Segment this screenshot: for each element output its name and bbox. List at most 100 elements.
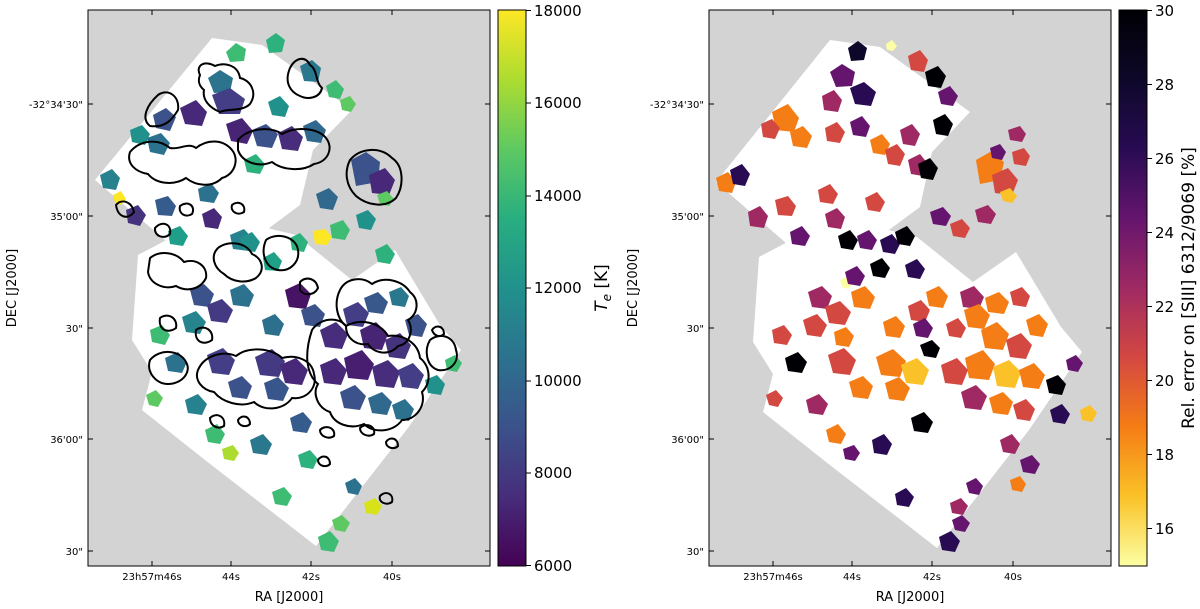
right-bin xyxy=(1013,399,1035,421)
right-bin xyxy=(993,360,1021,388)
right-bin xyxy=(920,340,940,358)
right-axes-frame xyxy=(708,9,1112,567)
right-bin xyxy=(803,314,827,337)
right-x-axis-label: RA [J2000] xyxy=(876,590,945,605)
right-bin xyxy=(716,172,736,193)
cbar-tick-label: 30 xyxy=(1155,2,1174,20)
cbar-tick-label: 26 xyxy=(1155,150,1174,168)
right-bin xyxy=(886,40,897,51)
contour-line xyxy=(208,414,226,429)
left-bin xyxy=(340,385,366,410)
x-tick-label: 40s xyxy=(1004,572,1022,583)
left-bin xyxy=(180,100,207,126)
right-bin xyxy=(938,86,958,106)
right-bin xyxy=(950,498,968,515)
right-bin xyxy=(826,424,846,444)
right-bin xyxy=(1008,126,1026,142)
left-bin xyxy=(255,349,285,377)
left-bin xyxy=(155,196,176,216)
y-tick-label: 30" xyxy=(687,324,704,335)
right-bin xyxy=(918,158,938,180)
left-x-ticks xyxy=(151,10,393,566)
right-bin xyxy=(850,82,876,106)
left-bin xyxy=(146,390,163,407)
left-bin xyxy=(316,188,338,210)
left-bin xyxy=(372,360,400,388)
right-bin xyxy=(946,318,966,338)
left-bin xyxy=(226,118,253,144)
left-colorbar: 18000 16000 14000 12000 10000 8000 6000 … xyxy=(497,2,614,575)
contour-line xyxy=(335,278,418,354)
right-bin xyxy=(913,318,933,338)
right-y-tick-labels: -32°34'30" 35'00" 30" 36'00" 30" xyxy=(650,100,704,558)
right-bin xyxy=(990,144,1006,160)
right-bin xyxy=(985,292,1009,314)
cbar-tick-label: 24 xyxy=(1155,224,1174,242)
right-bin xyxy=(848,41,867,61)
contour-line xyxy=(425,334,458,372)
left-bin xyxy=(343,302,369,327)
right-bin xyxy=(908,300,930,322)
left-bin xyxy=(264,377,289,401)
left-bin xyxy=(228,376,252,399)
left-map xyxy=(95,33,462,552)
left-colorbar-gradient xyxy=(497,9,527,567)
contour-line xyxy=(378,492,394,505)
right-bin xyxy=(876,349,906,377)
left-bin xyxy=(262,314,284,336)
left-bin xyxy=(330,220,350,240)
right-bin xyxy=(808,286,832,309)
left-panel: 23h57m46s 44s 42s 40s -32°34'30" 35'00" … xyxy=(5,2,614,605)
contour-line xyxy=(316,455,332,468)
right-bin xyxy=(834,327,854,347)
right-bin xyxy=(992,168,1018,195)
left-bin xyxy=(344,350,374,380)
right-bin xyxy=(900,124,920,146)
left-bin xyxy=(263,252,282,271)
left-bin xyxy=(202,208,222,229)
right-map xyxy=(716,40,1097,552)
right-bin xyxy=(849,376,873,399)
left-bin xyxy=(230,284,254,307)
right-bin xyxy=(1026,314,1048,337)
right-bin xyxy=(857,230,877,250)
cbar-tick-label: 22 xyxy=(1155,298,1174,316)
right-bin xyxy=(830,64,855,87)
cbar-tick-label: 18 xyxy=(1155,446,1174,464)
left-bin xyxy=(126,205,146,226)
contour-line xyxy=(128,140,237,186)
right-bin xyxy=(772,325,792,345)
right-bin xyxy=(1000,188,1017,203)
left-bin xyxy=(250,434,272,455)
right-bin xyxy=(880,234,900,254)
contour-line xyxy=(148,351,189,386)
contour-line xyxy=(114,200,136,218)
right-bin xyxy=(761,119,780,139)
left-bin xyxy=(375,244,395,264)
left-bin xyxy=(222,445,239,461)
right-bin xyxy=(925,66,946,88)
x-tick-label: 44s xyxy=(843,572,861,583)
left-bin xyxy=(212,88,245,114)
right-bin xyxy=(989,392,1013,415)
right-x-tick-labels: 23h57m46s 44s 42s 40s xyxy=(743,572,1022,583)
right-bin xyxy=(964,304,990,329)
right-bin xyxy=(872,434,892,455)
right-bin xyxy=(883,316,905,338)
right-bin xyxy=(1010,287,1030,307)
right-bin xyxy=(806,394,828,415)
left-bin xyxy=(100,169,120,190)
right-bin xyxy=(950,219,970,238)
left-x-tick-labels: 23h57m46s 44s 42s 40s xyxy=(122,572,401,583)
right-bin xyxy=(885,144,905,166)
contour-line xyxy=(194,326,214,344)
contour-line xyxy=(197,62,255,114)
left-bin xyxy=(398,363,424,389)
right-bin xyxy=(926,286,948,308)
contour-line xyxy=(146,252,208,291)
x-tick-label: 42s xyxy=(923,572,941,583)
left-bin xyxy=(340,96,356,112)
contour-line xyxy=(286,57,324,99)
right-bin xyxy=(851,286,875,309)
cbar-tick-label: 28 xyxy=(1155,76,1174,94)
